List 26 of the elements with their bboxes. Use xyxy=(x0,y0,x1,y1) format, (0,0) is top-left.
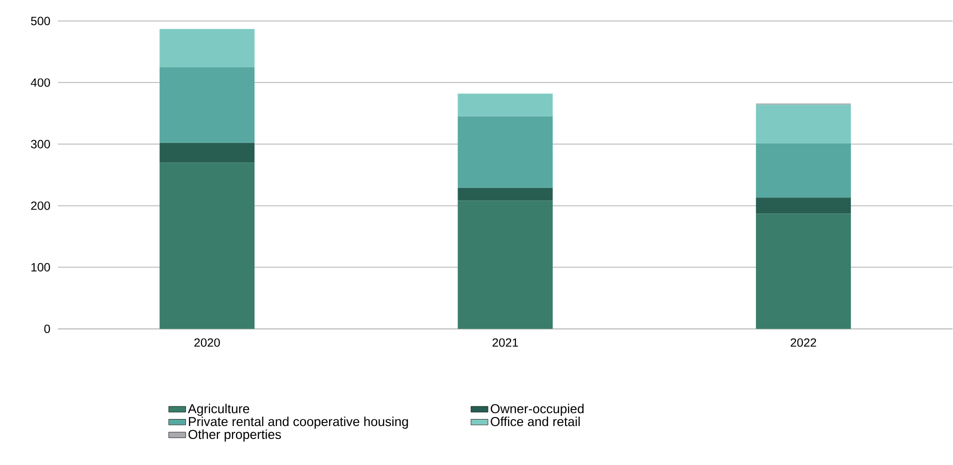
y-tick-label: 500 xyxy=(31,16,50,26)
x-tick-label: 2021 xyxy=(492,338,518,347)
legend-label: Other properties xyxy=(188,430,281,442)
bar xyxy=(756,198,851,214)
bar xyxy=(160,143,255,163)
legend-label: Agriculture xyxy=(188,404,250,416)
y-tick-label: 0 xyxy=(44,324,50,334)
bar xyxy=(458,116,553,188)
y-tick-label: 100 xyxy=(31,263,50,272)
x-tick-label: 2022 xyxy=(790,338,816,347)
y-tick-label: 300 xyxy=(30,140,50,148)
y-tick-label: 200 xyxy=(31,202,50,210)
bar xyxy=(160,67,255,144)
legend-label: Office and retail xyxy=(490,416,580,426)
legend-label: Owner-occupied xyxy=(490,404,584,416)
bar xyxy=(458,200,553,329)
bar xyxy=(160,29,255,68)
bar xyxy=(756,144,851,198)
legend-label: Private rental and cooperative housing xyxy=(188,416,408,429)
x-tick-label: 2020 xyxy=(194,338,220,347)
bar xyxy=(756,214,851,329)
bar xyxy=(458,94,553,117)
bar xyxy=(756,104,851,144)
y-tick-label: 400 xyxy=(30,78,50,87)
bar xyxy=(458,188,553,201)
bar xyxy=(160,162,255,329)
